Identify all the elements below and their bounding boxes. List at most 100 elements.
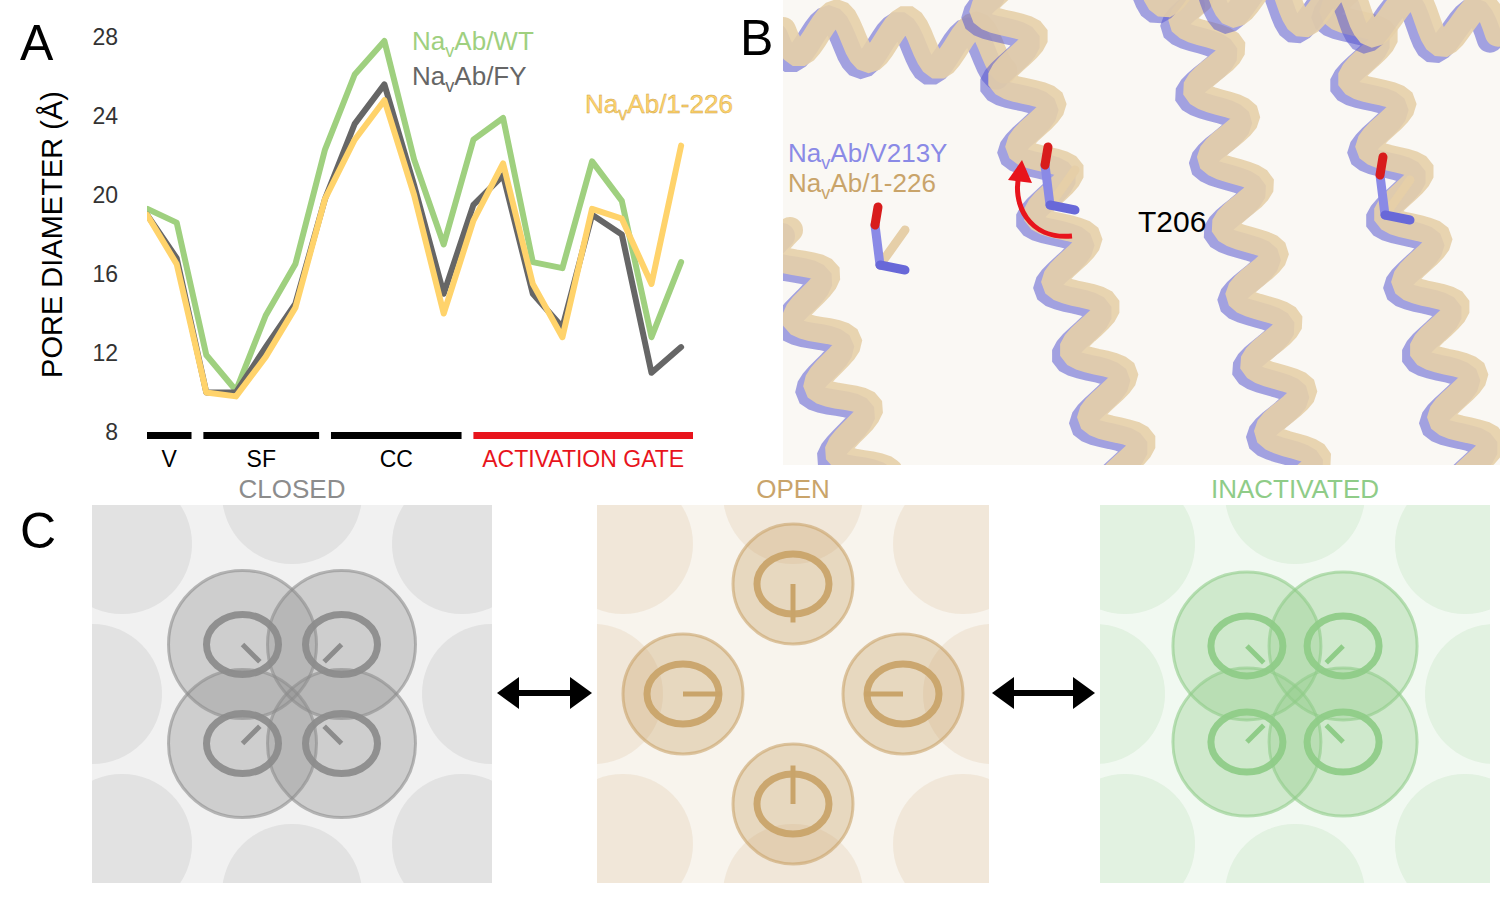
label-part: Ab/V213Y (830, 138, 947, 168)
state-title: INACTIVATED (1211, 474, 1379, 504)
subunit-surface (1269, 668, 1417, 816)
transition-arrow (1006, 690, 1081, 696)
label-part: Ab/FY (454, 61, 526, 91)
helix-ribbon (1150, 0, 1498, 44)
residue-stick (1380, 175, 1385, 215)
label-part: Na (412, 26, 446, 56)
neighbor-surface (1395, 774, 1490, 883)
label-part: Na (788, 138, 822, 168)
residue-stick (1050, 205, 1075, 210)
subunit-surface (733, 524, 853, 644)
panel-label: B (740, 10, 773, 66)
neighbor-surface (1100, 774, 1195, 883)
region-label: SF (247, 446, 276, 472)
series-line (147, 41, 681, 391)
residue-stick (1045, 165, 1050, 205)
subunit-sidechain (865, 692, 904, 697)
region-label: ACTIVATION GATE (482, 446, 684, 472)
transition-arrow (511, 690, 578, 696)
y-axis-label: PORE DIAMETER (Å) (36, 91, 68, 378)
subunit-helix (305, 615, 377, 675)
subunit-sidechain (791, 766, 796, 805)
subunit-sidechain (1247, 725, 1264, 742)
y-tick-label: 28 (92, 24, 118, 50)
neighbor-surface (597, 774, 693, 883)
region-label: CC (380, 446, 413, 472)
region-bar (147, 432, 192, 439)
subunit-sidechain (683, 692, 722, 697)
region-label: V (162, 446, 178, 472)
transition-arrowhead (497, 677, 519, 709)
label-part: Na (412, 61, 446, 91)
neighbor-surface (92, 624, 162, 764)
subunit-sidechain (243, 645, 260, 662)
label-part: Na (788, 168, 822, 198)
neighbor-surface (1425, 624, 1490, 764)
subunit-surface (623, 634, 743, 754)
subunit-surface (267, 669, 415, 817)
residue-oxygen (1380, 157, 1383, 175)
subunit-sidechain (1326, 646, 1343, 663)
label-part: Na (585, 89, 619, 119)
y-tick-label: 20 (92, 182, 118, 208)
rotation-arrowhead (1008, 160, 1032, 183)
legend-entry: NavAb/WT (412, 26, 534, 61)
region-bar (473, 432, 693, 439)
neighbor-surface (1225, 505, 1365, 564)
series-line (147, 84, 681, 392)
region-bar (331, 432, 462, 439)
neighbor-surface (1100, 624, 1165, 764)
legend-entry: NavAb/1-226 (788, 168, 936, 203)
structure-panel (783, 0, 1500, 465)
subunit-helix (305, 713, 377, 773)
neighbor-surface (392, 774, 492, 883)
y-tick-label: 24 (92, 103, 118, 129)
residue-stick (1385, 215, 1410, 220)
panel-label: A (20, 15, 54, 71)
series-line (147, 100, 681, 396)
y-tick-label: 8 (105, 419, 118, 445)
neighbor-surface (92, 505, 192, 614)
residue-stick (875, 225, 880, 265)
neighbor-surface (422, 624, 492, 764)
transition-arrowhead (570, 677, 592, 709)
transition-arrowhead (1073, 677, 1095, 709)
label-part: Ab/1-226 (830, 168, 936, 198)
neighbor-surface (597, 505, 693, 614)
helix-ribbon (1333, 0, 1492, 465)
plot-area (147, 41, 681, 397)
figure: A PORE DIAMETER (Å) 8 12 16 20 24 28 NavAb/WT Nav… (0, 0, 1500, 898)
neighbor-surface (893, 774, 989, 883)
subunit-helix (1307, 712, 1379, 772)
region-bar (203, 432, 319, 439)
subunit-sidechain (1326, 725, 1343, 742)
state-title: OPEN (756, 474, 830, 504)
neighbor-surface (92, 774, 192, 883)
helix-ribbon (783, 230, 890, 465)
panel-label: C (20, 503, 56, 559)
subunit-sidechain (324, 726, 341, 743)
subunit-sidechain (1247, 646, 1264, 663)
y-tick-label: 12 (92, 340, 118, 366)
neighbor-surface (1395, 505, 1490, 614)
residue-stick (880, 265, 905, 270)
neighbor-surface (222, 505, 362, 564)
residue-oxygen (1045, 147, 1048, 165)
label-part: Ab/1-226 (627, 89, 733, 119)
neighbor-surface (1225, 824, 1365, 883)
legend-entry: NavAb/1-226 (585, 89, 733, 124)
helix-ribbon (983, 0, 1142, 465)
neighbor-surface (1100, 505, 1195, 614)
label-part: Ab/WT (454, 26, 534, 56)
neighbor-surface (392, 505, 492, 614)
state-structure (1100, 505, 1490, 883)
neighbor-surface (222, 824, 362, 883)
y-tick-label: 16 (92, 261, 118, 287)
state-structure (92, 505, 492, 883)
neighbor-surface (893, 505, 989, 614)
subunit-surface (733, 744, 853, 864)
residue-oxygen (875, 207, 878, 225)
subunit-sidechain (791, 584, 796, 623)
state-structure (597, 505, 989, 883)
residue-label: T206 (1138, 205, 1206, 238)
